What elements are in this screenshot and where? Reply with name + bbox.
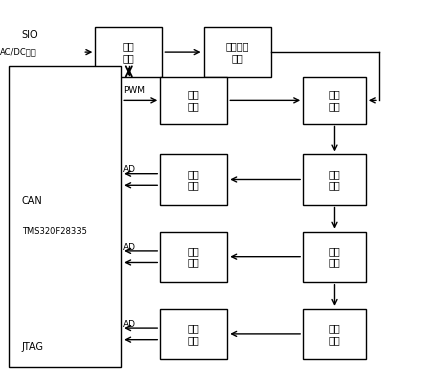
Bar [303,154,366,205]
Text: TMS320F28335: TMS320F28335 [22,227,87,236]
Bar [303,77,366,124]
Text: AD: AD [123,320,136,329]
Text: 驱动
电路: 驱动 电路 [188,90,200,111]
Text: 温度
调理: 温度 调理 [188,323,200,345]
Bar [160,77,227,124]
Bar [160,154,227,205]
Text: AC/DC电源: AC/DC电源 [0,47,37,57]
Text: 位置
检测: 位置 检测 [329,246,340,267]
Text: 电流
调理: 电流 调理 [188,169,200,190]
Bar [303,309,366,359]
Text: 位置
调理: 位置 调理 [188,246,200,267]
Bar [95,27,162,77]
Text: 温度
传感: 温度 传感 [329,323,340,345]
Bar [303,232,366,282]
Bar [160,309,227,359]
Text: AD: AD [123,242,136,252]
Text: 开关电源
模块: 开关电源 模块 [225,41,249,63]
Text: 电源
模块: 电源 模块 [123,41,135,63]
Bar [9,66,121,367]
Bar [204,27,271,77]
Bar [160,232,227,282]
Text: PWM: PWM [123,86,145,95]
Text: SIO: SIO [22,30,38,40]
Text: 电流
检测: 电流 检测 [329,169,340,190]
Text: 功率
开关: 功率 开关 [329,90,340,111]
Text: AD: AD [123,165,136,174]
Text: JTAG: JTAG [22,342,44,352]
Text: CAN: CAN [22,196,42,206]
